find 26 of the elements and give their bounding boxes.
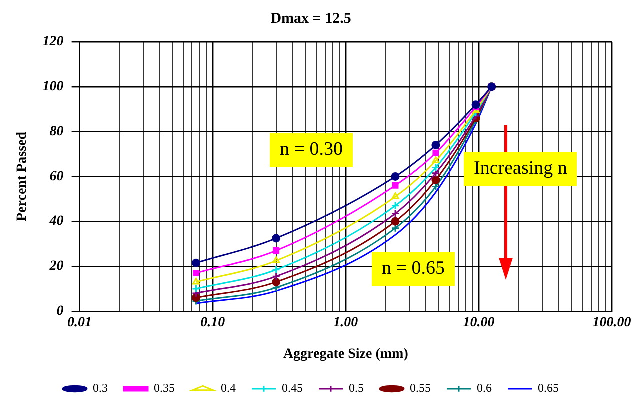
x-tick-label: 1.00: [334, 315, 358, 330]
legend-label: 0.55: [410, 381, 431, 396]
annotation: Increasing n: [464, 152, 578, 186]
legend-label: 0.5: [349, 381, 364, 396]
y-tick-label: 100: [42, 80, 64, 95]
y-tick-label: 40: [48, 214, 64, 230]
y-tick-label: 60: [50, 169, 64, 184]
chart-title: Dmax = 12.5: [270, 10, 352, 27]
legend-label: 0.4: [221, 381, 236, 396]
y-tick-label: 120: [42, 34, 64, 50]
x-axis-title: Aggregate Size (mm): [283, 347, 409, 362]
x-tick-label: 0.10: [200, 315, 226, 330]
legend-label: 0.65: [538, 381, 559, 396]
legend-label: 0.6: [477, 381, 492, 396]
y-tick-label: 20: [48, 259, 64, 274]
legend-label: 0.3: [93, 381, 108, 396]
y-tick-label: 80: [50, 124, 64, 140]
legend-label: 0.35: [154, 381, 175, 396]
x-tick-label: 10.00: [463, 315, 495, 330]
legend-label: 0.45: [282, 381, 303, 396]
annotation: n = 0.65: [372, 252, 455, 286]
annotation: n = 0.30: [270, 133, 353, 167]
y-axis-title: Percent Passed: [15, 132, 30, 222]
y-tick-label: 0: [56, 304, 64, 320]
x-tick-label: 0.01: [68, 315, 92, 330]
x-tick-label: 100.00: [592, 315, 632, 330]
